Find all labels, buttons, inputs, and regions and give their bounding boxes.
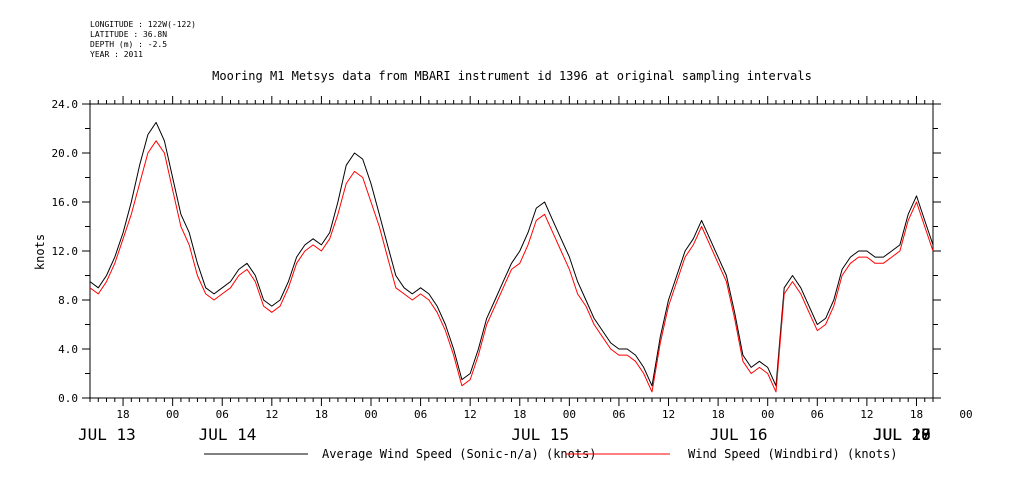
legend-label-windbird: Wind Speed (Windbird) (knots) — [688, 447, 898, 461]
x-day-label: JUL 19 — [873, 425, 931, 444]
x-day-label: JUL 13 — [78, 425, 136, 444]
y-tick-label: 20.0 — [52, 147, 79, 160]
x-hour-label: 18 — [116, 408, 129, 421]
x-hour-label: 00 — [959, 408, 972, 421]
x-hour-label: 18 — [910, 408, 923, 421]
x-hour-label: 12 — [265, 408, 278, 421]
x-hour-label: 06 — [612, 408, 625, 421]
y-tick-label: 12.0 — [52, 245, 79, 258]
longitude-text: LONGITUDE : 122W(-122) — [90, 20, 196, 29]
x-day-label: JUL 15 — [511, 425, 569, 444]
x-hour-label: 18 — [315, 408, 328, 421]
y-tick-label: 8.0 — [58, 294, 78, 307]
y-tick-label: 0.0 — [58, 392, 78, 405]
x-day-label: JUL 16 — [710, 425, 768, 444]
depth-text: DEPTH (m) : -2.5 — [90, 40, 168, 49]
x-day-label: JUL 17 — [873, 425, 931, 444]
x-hour-label: 00 — [166, 408, 179, 421]
x-hour-label: 06 — [414, 408, 427, 421]
y-axis-label: knots — [33, 234, 47, 270]
y-tick-label: 16.0 — [52, 196, 79, 209]
x-hour-label: 06 — [216, 408, 229, 421]
x-hour-label: 00 — [364, 408, 377, 421]
chart-title: Mooring M1 Metsys data from MBARI instru… — [212, 69, 812, 83]
x-hour-label: 12 — [662, 408, 675, 421]
series-line-windbird — [89, 140, 934, 393]
x-hour-label: 12 — [464, 408, 477, 421]
x-day-label: JUL 18 — [873, 425, 931, 444]
y-tick-label: 4.0 — [58, 343, 78, 356]
series-line-sonic — [89, 121, 934, 387]
plot-frame — [89, 103, 934, 399]
x-day-label: JUL 14 — [199, 425, 257, 444]
legend-label-sonic: Average Wind Speed (Sonic-n/a) (knots) — [322, 447, 597, 461]
x-hour-label: 00 — [761, 408, 774, 421]
x-day-label: JUL 20 — [873, 425, 931, 444]
year-text: YEAR : 2011 — [90, 50, 143, 59]
x-hour-label: 12 — [860, 408, 873, 421]
latitude-text: LATITUDE : 36.8N — [90, 30, 168, 39]
x-hour-label: 18 — [711, 408, 724, 421]
y-tick-label: 24.0 — [52, 98, 79, 111]
metadata-block: LONGITUDE : 122W(-122) LATITUDE : 36.8N … — [90, 20, 196, 60]
x-hour-label: 18 — [513, 408, 526, 421]
x-hour-label: 06 — [811, 408, 824, 421]
x-hour-label: 00 — [563, 408, 576, 421]
